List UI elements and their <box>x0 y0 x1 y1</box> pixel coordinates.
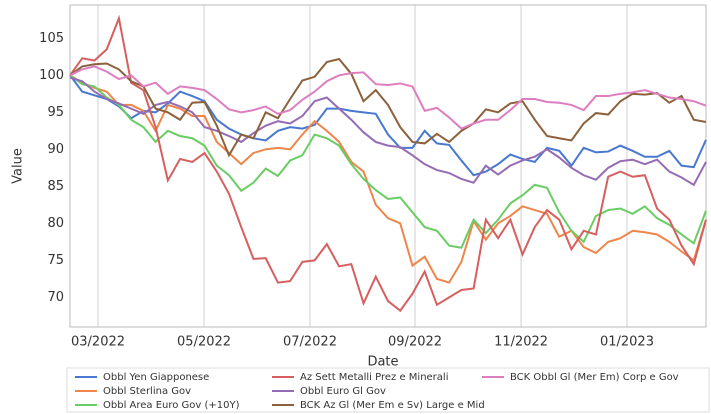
series-line <box>69 14 707 313</box>
x-axis-label: Date <box>367 355 398 370</box>
series-line <box>69 65 707 130</box>
x-tick-label: 05/2022 <box>177 335 231 350</box>
x-tick-label: 01/2023 <box>600 335 654 350</box>
x-tick-label: 07/2022 <box>283 335 337 350</box>
series-line <box>69 74 707 284</box>
y-tick-label: 100 <box>39 68 64 83</box>
series-line <box>69 74 707 177</box>
y-tick-label: 70 <box>47 290 64 305</box>
legend-label: Obbl Sterlina Gov <box>103 386 191 397</box>
x-tick-label: 03/2022 <box>71 335 125 350</box>
plot-frame <box>69 4 707 328</box>
y-tick-label: 75 <box>47 253 64 268</box>
legend: Obbl Yen Giapponese Obbl Sterlina Gov Obbl… <box>75 372 679 411</box>
legend-label: Obbl Yen Giapponese <box>103 372 209 383</box>
legend-box <box>66 367 710 413</box>
x-tick-label: 11/2022 <box>494 335 548 350</box>
legend-label: BCK Obbl Gl (Mer Em) Corp e Gov <box>510 372 679 383</box>
y-axis-label: Value <box>11 148 26 184</box>
y-tick-label: 85 <box>47 179 64 194</box>
legend-label: Obbl Euro Gl Gov <box>300 386 386 397</box>
y-tick-label: 95 <box>47 105 64 120</box>
y-tick-label: 90 <box>47 142 64 157</box>
legend-label: Obbl Area Euro Gov (+10Y) <box>103 400 240 411</box>
legend-label: BCK Az Gl (Mer Em e Sv) Large e Mid <box>300 400 485 411</box>
y-tick-label: 80 <box>47 216 64 231</box>
x-tick-label: 09/2022 <box>388 335 442 350</box>
series-line <box>69 57 707 158</box>
series-line <box>69 74 707 249</box>
series-line <box>69 76 707 187</box>
legend-label: Az Sett Metalli Prez e Minerali <box>300 372 448 383</box>
y-tick-label: 105 <box>39 31 64 46</box>
